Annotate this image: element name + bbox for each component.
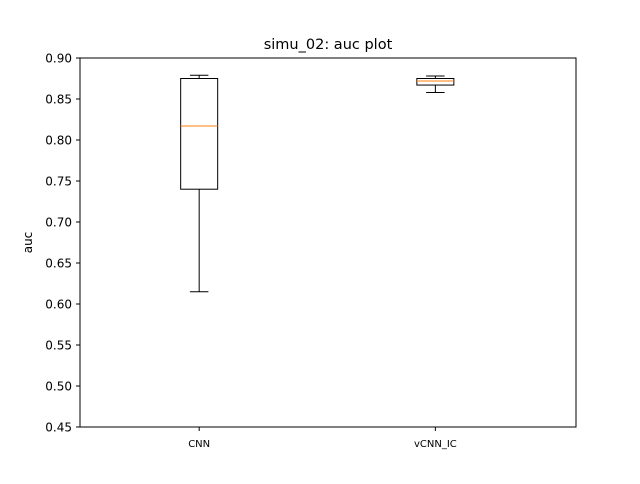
y-tick-label: 0.80 xyxy=(45,134,72,148)
box-body xyxy=(180,78,219,190)
chart-title: simu_02: auc plot xyxy=(264,37,393,53)
x-tick-label: CNN xyxy=(188,439,210,450)
y-tick-label: 0.55 xyxy=(45,339,72,353)
box-vcnn-ic xyxy=(416,75,455,93)
box-cnn xyxy=(180,74,219,293)
y-tick-label: 0.45 xyxy=(45,421,72,435)
plot-frame xyxy=(79,57,577,428)
box-series xyxy=(180,74,455,293)
y-tick-label: 0.70 xyxy=(45,216,72,230)
y-tick-label: 0.90 xyxy=(45,52,72,66)
box-body xyxy=(416,78,455,86)
y-tick-label: 0.65 xyxy=(45,257,72,271)
y-tick-label: 0.85 xyxy=(45,93,72,107)
plot-area xyxy=(80,58,576,427)
y-axis-label: auc xyxy=(21,232,35,254)
y-axis-ticks: 0.45 0.50 0.55 0.60 0.65 0.70 0.75 0.80 0.85 0.90 xyxy=(45,52,80,435)
y-tick-label: 0.75 xyxy=(45,175,72,189)
x-axis-ticks: CNN vCNN_IC xyxy=(188,427,457,450)
y-tick-label: 0.60 xyxy=(45,298,72,312)
y-tick-label: 0.50 xyxy=(45,380,72,394)
x-tick-label: vCNN_IC xyxy=(414,439,457,450)
